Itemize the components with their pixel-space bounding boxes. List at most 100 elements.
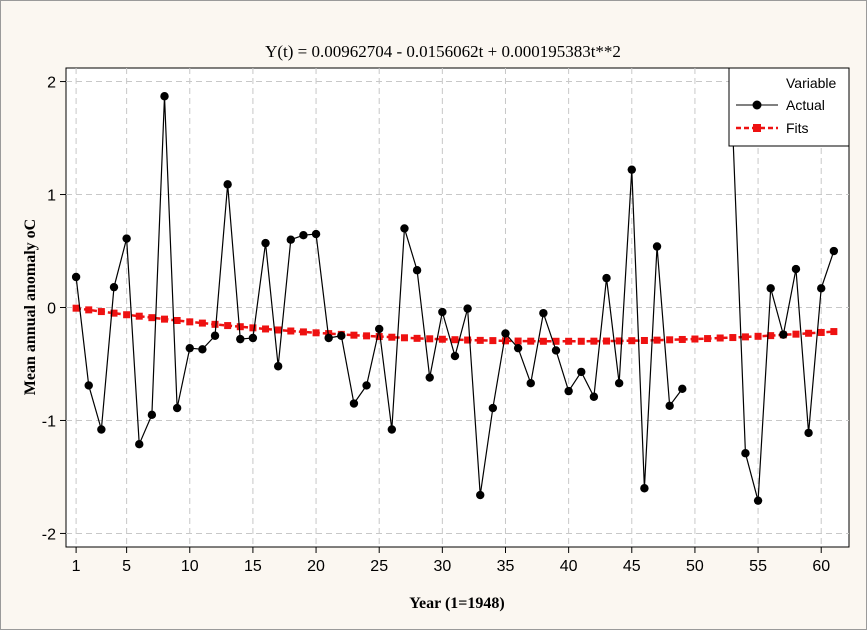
fits-point xyxy=(565,337,573,345)
chart-title: Y(t) = 0.00962704 - 0.0156062t + 0.00019… xyxy=(265,42,621,61)
actual-point xyxy=(779,330,788,339)
fits-point xyxy=(603,337,611,345)
fits-point xyxy=(312,329,320,337)
actual-point xyxy=(488,403,498,413)
fits-point xyxy=(704,335,712,343)
fits-point xyxy=(123,311,131,319)
actual-point xyxy=(463,304,472,313)
x-tick-label: 20 xyxy=(307,558,325,575)
actual-point xyxy=(640,484,649,493)
fits-point xyxy=(400,334,408,342)
y-axis-label: Mean annual anomaly oC xyxy=(22,219,39,395)
actual-point xyxy=(476,490,485,500)
actual-point xyxy=(375,324,384,334)
actual-point xyxy=(147,410,157,420)
fits-point xyxy=(539,337,547,345)
fits-point xyxy=(135,312,143,320)
fits-point xyxy=(224,322,232,330)
actual-point xyxy=(577,367,586,377)
fits-point xyxy=(716,334,724,342)
x-tick-label: 30 xyxy=(433,558,451,575)
fits-point xyxy=(615,337,623,345)
actual-point xyxy=(299,230,308,240)
actual-point xyxy=(362,381,371,390)
actual-point xyxy=(135,439,144,449)
legend-title: Variable xyxy=(786,75,837,91)
x-tick-label: 40 xyxy=(560,558,578,575)
actual-point xyxy=(97,425,106,434)
fits-point xyxy=(262,325,270,333)
actual-point xyxy=(539,308,548,318)
x-tick-label: 35 xyxy=(497,558,515,575)
fits-point xyxy=(375,333,383,341)
actual-point xyxy=(349,399,359,408)
y-tick-label: -1 xyxy=(42,413,56,430)
actual-point xyxy=(450,351,460,361)
fits-point xyxy=(249,324,257,332)
actual-series xyxy=(71,92,839,505)
actual-point xyxy=(665,401,674,410)
fits-point xyxy=(211,320,219,328)
actual-point xyxy=(602,273,611,283)
fits-point xyxy=(577,337,585,345)
fits-point xyxy=(501,337,509,345)
fits-point xyxy=(476,336,484,344)
actual-point xyxy=(741,449,750,458)
actual-point xyxy=(513,343,523,353)
fits-point xyxy=(438,335,446,343)
fits-point xyxy=(666,336,674,344)
actual-point xyxy=(160,92,169,101)
fits-point xyxy=(830,328,838,336)
x-tick-label: 55 xyxy=(749,558,767,575)
actual-point xyxy=(122,234,131,243)
fits-point xyxy=(97,308,105,316)
y-tick-label: 0 xyxy=(47,301,56,318)
x-tick-label: 15 xyxy=(244,558,262,575)
fits-point xyxy=(72,304,80,312)
fits-point xyxy=(805,329,813,337)
actual-point xyxy=(273,362,283,371)
x-tick-label: 60 xyxy=(812,558,830,575)
fits-point xyxy=(388,333,396,341)
actual-point xyxy=(753,496,763,505)
fits-point xyxy=(363,332,371,340)
actual-point xyxy=(627,165,636,174)
fits-point xyxy=(173,316,181,324)
actual-point xyxy=(387,425,397,434)
actual-point xyxy=(84,381,93,390)
fits-point xyxy=(426,335,434,343)
fits-point xyxy=(590,337,598,345)
actual-point xyxy=(210,331,220,340)
fits-point xyxy=(527,337,535,345)
x-tick-label: 5 xyxy=(122,558,131,575)
fits-point xyxy=(489,337,497,345)
actual-point xyxy=(501,329,510,338)
fits-point xyxy=(161,315,169,323)
actual-point xyxy=(286,235,295,244)
fits-point xyxy=(148,314,156,322)
actual-point xyxy=(185,343,194,353)
grid-lines xyxy=(66,68,849,547)
fits-point xyxy=(274,326,282,334)
fits-point xyxy=(691,335,699,343)
fits-point xyxy=(186,318,194,326)
actual-point xyxy=(400,224,409,233)
fits-point xyxy=(110,309,118,317)
fits-point xyxy=(413,334,421,342)
actual-point xyxy=(551,346,561,355)
legend-actual-label: Actual xyxy=(786,97,825,113)
actual-point xyxy=(412,266,422,275)
actual-point xyxy=(817,284,826,293)
fits-point xyxy=(741,333,749,341)
fits-point xyxy=(817,328,825,336)
legend-actual-marker xyxy=(752,100,762,110)
actual-point xyxy=(324,333,333,343)
actual-point xyxy=(109,282,119,292)
fits-point xyxy=(299,328,307,336)
actual-point xyxy=(766,284,775,293)
fits-point xyxy=(236,323,244,331)
fits-point xyxy=(85,306,93,314)
fits-point xyxy=(729,334,737,342)
